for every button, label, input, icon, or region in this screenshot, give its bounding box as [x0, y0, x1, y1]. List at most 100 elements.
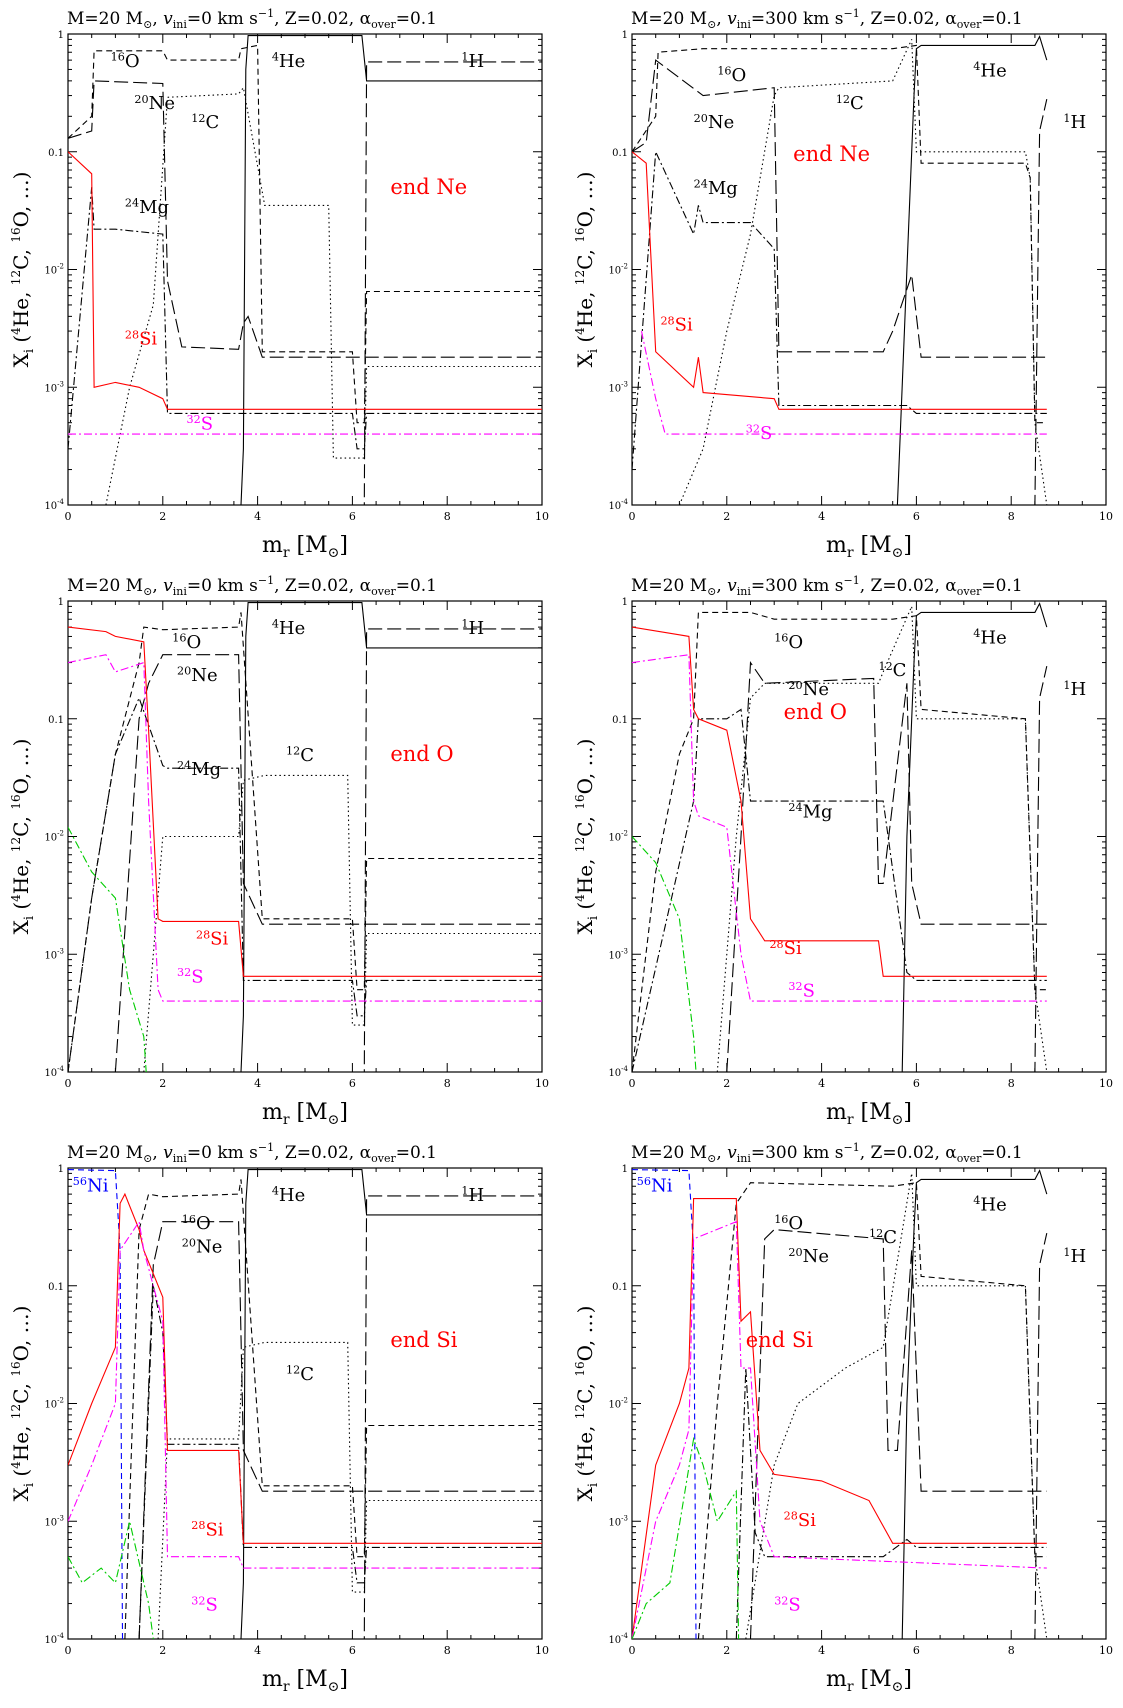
label-20ne: 20Ne [788, 1246, 829, 1267]
x-tick-label: 10 [1099, 1077, 1113, 1090]
label-4he: 4He [973, 627, 1006, 648]
series-line-28si [632, 1198, 1047, 1639]
series-line-12c [105, 86, 542, 505]
x-axis-label: mr [M⊙] [262, 1100, 348, 1128]
series-line-24mg [68, 187, 542, 450]
label-16o: 16O [717, 65, 746, 86]
stage-label: end Si [390, 1328, 457, 1352]
stage-label: end O [390, 742, 453, 766]
label-32s: 32S [746, 423, 773, 444]
y-tick-label: 1 [58, 597, 64, 608]
x-tick-label: 0 [629, 1644, 636, 1657]
y-tick-label: 0.1 [612, 1282, 628, 1293]
label-4he: 4He [272, 51, 305, 72]
y-tick-label: 0.1 [48, 148, 64, 159]
panel-6: 0 2 4 6 8 10 10-4 10-3 10-2 0.1 1 mr [M⊙] Xi (4He, 1… [573, 1141, 1113, 1695]
label-16o: 16O [111, 51, 140, 72]
series-line-44ti-x-10-3 [632, 836, 697, 1072]
label-12c: 12C [191, 112, 219, 133]
series-line-44ti-x-10-3 [632, 1436, 740, 1639]
y-axis-label: Xi (4He, 12C, 16O, …) [9, 172, 37, 368]
series-line-44ti-x-10-3 [68, 1521, 154, 1639]
y-tick-label: 10-4 [608, 1065, 628, 1079]
x-tick-label: 0 [65, 1077, 72, 1090]
series-group [68, 35, 542, 505]
svg-text:Xi (4He, 12C, 16O, …): Xi (4He, 12C, 16O, …) [573, 1306, 601, 1502]
label-20ne: 20Ne [134, 93, 175, 114]
label-1h: 1H [461, 618, 484, 639]
y-tick-label: 10-4 [608, 1632, 628, 1646]
x-axis-label: mr [M⊙] [826, 533, 912, 561]
stage-label: end Ne [390, 175, 467, 199]
series-line-20ne [114, 654, 542, 1072]
stage-label: end Si [746, 1328, 813, 1352]
x-tick-label: 8 [1008, 1644, 1015, 1657]
series-line-28si [68, 1192, 542, 1544]
label-28si: 28Si [660, 314, 693, 335]
series-line-4he [632, 1169, 1048, 1639]
label-4he: 4He [973, 1194, 1006, 1215]
stage-label: end O [784, 700, 847, 724]
series-line-12c [678, 39, 1048, 505]
series-line-4he [68, 1169, 542, 1639]
x-axis-label: mr [M⊙] [262, 1667, 348, 1695]
series-line-12c [716, 606, 1048, 1072]
y-tick-label: 1 [622, 597, 628, 608]
series-line-24mg [632, 149, 1047, 470]
series-group [632, 35, 1048, 505]
x-tick-label: 2 [723, 510, 730, 523]
series-line-24mg [68, 696, 542, 1072]
y-tick-label: 1 [58, 1164, 64, 1175]
y-tick-label: 10-4 [44, 498, 64, 512]
x-tick-label: 0 [629, 510, 636, 523]
series-line-4he [632, 35, 1048, 505]
y-tick-label: 0.1 [612, 148, 628, 159]
panel-1: 0 2 4 6 8 10 10-4 10-3 10-2 0.1 1 mr [M⊙] Xi (4He, 1… [9, 7, 549, 561]
x-tick-label: 6 [349, 1644, 356, 1657]
label-1h: 1H [461, 1185, 484, 1206]
x-tick-label: 10 [535, 510, 549, 523]
y-tick-label: 0.1 [48, 715, 64, 726]
label-24mg: 24Mg [125, 197, 169, 218]
series-line-4he [68, 35, 542, 505]
label-12c: 12C [869, 1227, 897, 1248]
y-tick-label: 10-3 [44, 947, 64, 961]
series-line-20ne [749, 1229, 1047, 1639]
x-tick-label: 10 [535, 1644, 549, 1657]
series-line-4he [68, 602, 542, 1072]
series-group [68, 1169, 542, 1639]
label-4he: 4He [973, 60, 1006, 81]
series-line-16o [124, 1179, 542, 1639]
series-line-20ne [726, 660, 1047, 1072]
series-line-20ne [632, 59, 1047, 358]
label-32s: 32S [177, 966, 204, 987]
label-56ni: 56Ni [73, 1175, 109, 1196]
panel-3: 0 2 4 6 8 10 10-4 10-3 10-2 0.1 1 mr [M⊙] Xi (4He, 1… [9, 574, 549, 1128]
series-line-1h [632, 98, 1048, 505]
series-line-16o [68, 44, 542, 424]
x-tick-label: 6 [913, 1077, 920, 1090]
x-tick-label: 2 [159, 1644, 166, 1657]
x-tick-label: 4 [818, 1644, 825, 1657]
x-tick-label: 8 [444, 1077, 451, 1090]
series-line-28si [68, 151, 542, 410]
panel-title: M=20 M⊙, vini=300 km s−1, Z=0.02, αover=… [631, 7, 1023, 31]
series-line-56ni [68, 1169, 124, 1639]
svg-text:Xi (4He, 12C, 16O, …): Xi (4He, 12C, 16O, …) [9, 739, 37, 935]
x-tick-label: 10 [1099, 510, 1113, 523]
label-24mg: 24Mg [788, 801, 832, 822]
x-tick-label: 6 [349, 1077, 356, 1090]
x-tick-label: 0 [65, 510, 72, 523]
x-tick-label: 2 [723, 1644, 730, 1657]
x-axis-label: mr [M⊙] [826, 1667, 912, 1695]
label-1h: 1H [1063, 112, 1086, 133]
label-16o: 16O [774, 632, 803, 653]
x-tick-label: 4 [818, 510, 825, 523]
series-line-32s [68, 1220, 542, 1569]
label-1h: 1H [461, 51, 484, 72]
y-tick-label: 10-3 [44, 380, 64, 394]
label-24mg: 24Mg [177, 759, 221, 780]
label-12c: 12C [836, 93, 864, 114]
x-tick-label: 10 [535, 1077, 549, 1090]
